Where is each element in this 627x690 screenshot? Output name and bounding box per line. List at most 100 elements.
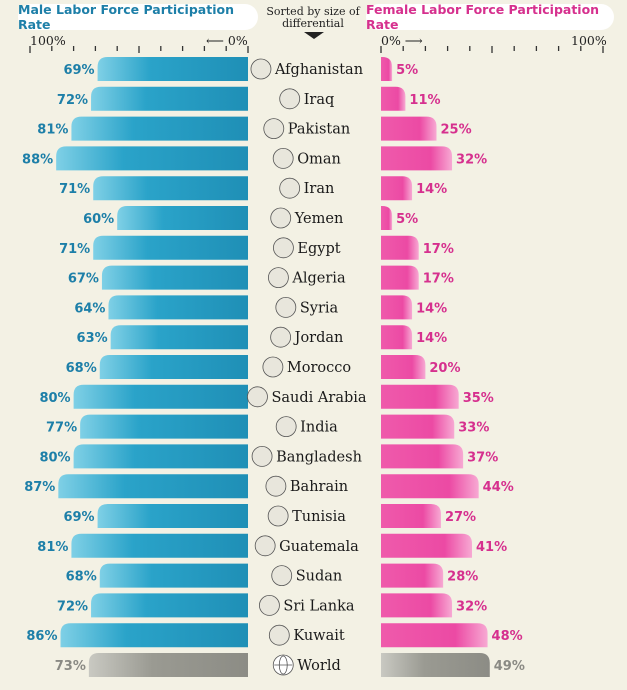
country-label-morocco: Morocco [287,360,351,376]
country-label-syria: Syria [300,300,339,316]
flag-icon-afghanistan [250,58,272,80]
flag-icon-saudi-arabia [247,386,268,408]
male-value-bangladesh: 80% [39,450,70,465]
male-bar-iraq [91,86,248,111]
flag-icon-oman [272,147,294,169]
female-bar-yemen [381,206,393,230]
country-label-bahrain: Bahrain [290,479,348,495]
female-bar-bahrain [381,474,479,499]
male-value-syria: 64% [74,301,105,316]
female-value-sudan: 28% [447,570,478,585]
male-bar-bangladesh [73,444,248,469]
female-value-pakistan: 25% [441,123,472,138]
flag-icon-pakistan [263,118,285,140]
female-bar-bangladesh [381,444,464,469]
female-bar-india [381,414,455,439]
country-label-world: World [297,658,341,674]
female-bar-egypt [381,235,419,260]
female-bar-sri-lanka [381,593,453,618]
flag-icon-bahrain [265,475,287,497]
male-bar-pakistan [71,116,248,141]
male-value-world: 73% [55,659,86,674]
male-bar-oman [56,146,248,171]
female-value-bangladesh: 37% [467,450,498,465]
labels-layer: 69% 5% Afghanistan 72% 11% Iraq 81% 25% Pakistan… [22,58,525,676]
female-bar-pakistan [381,116,437,141]
male-bar-sudan [99,563,248,588]
female-value-yemen: 5% [396,212,418,227]
female-value-egypt: 17% [423,242,454,257]
sort-note-line1: Sorted by size of [266,5,360,18]
male-value-india: 77% [46,421,77,436]
male-value-kuwait: 86% [26,629,57,644]
male-value-oman: 88% [22,152,53,167]
female-value-tunisia: 27% [445,510,476,525]
country-label-afghanistan: Afghanistan [274,62,363,78]
female-value-bahrain: 44% [483,480,514,495]
sort-note: Sorted by size of differential [258,6,368,30]
male-value-bahrain: 87% [24,480,55,495]
country-label-kuwait: Kuwait [293,628,345,644]
country-label-guatemala: Guatemala [279,539,359,555]
male-value-jordan: 63% [77,331,108,346]
female-bar-oman [381,146,453,171]
female-axis-zero-label: 0% ⟶ [381,33,423,48]
male-value-iraq: 72% [57,93,88,108]
country-label-algeria: Algeria [291,271,346,287]
flag-icon-kuwait [268,624,290,646]
male-value-sudan: 68% [66,570,97,585]
male-value-yemen: 60% [83,212,114,227]
female-value-jordan: 14% [416,331,447,346]
female-value-india: 33% [458,421,489,436]
female-value-syria: 14% [416,301,447,316]
male-bar-india [80,414,248,439]
male-bar-egypt [93,235,248,260]
male-value-iran: 71% [59,182,90,197]
country-label-bangladesh: Bangladesh [276,449,362,465]
female-bar-tunisia [381,504,441,528]
male-bar-world [88,653,248,677]
female-bar-kuwait [381,623,488,648]
male-bar-kuwait [60,623,248,648]
female-bar-afghanistan [381,57,393,81]
male-bar-iran [93,176,248,201]
male-value-morocco: 68% [66,361,97,376]
male-value-pakistan: 81% [37,123,68,138]
female-value-afghanistan: 5% [396,63,418,78]
female-bar-syria [381,295,413,320]
country-label-pakistan: Pakistan [288,122,350,138]
male-bar-algeria [101,265,248,290]
female-value-oman: 32% [456,152,487,167]
female-bar-iran [381,176,413,201]
flag-icon-india [275,416,297,438]
male-bar-yemen [117,206,248,230]
male-value-saudi-arabia: 80% [39,391,70,406]
female-bar-morocco [381,355,426,379]
country-label-egypt: Egypt [297,241,340,257]
male-bar-saudi-arabia [73,384,248,409]
female-series-title: Female Labor Force Participation Rate [366,2,614,32]
sort-note-line2: differential [282,17,344,30]
female-value-morocco: 20% [429,361,460,376]
female-bar-world [381,653,490,677]
flag-icon-sri-lanka [259,595,280,616]
country-label-iraq: Iraq [304,92,335,108]
flag-icon-guatemala [254,535,276,557]
male-value-egypt: 71% [59,242,90,257]
country-label-tunisia: Tunisia [292,509,346,525]
flag-icon-iran [279,177,301,199]
country-label-jordan: Jordan [293,330,344,346]
female-value-sri-lanka: 32% [456,599,487,614]
flag-icon-iraq [279,88,301,110]
female-value-iraq: 11% [409,93,440,108]
male-series-title: Male Labor Force Participation Rate [18,2,258,32]
flag-icon-tunisia [267,505,289,527]
male-value-tunisia: 69% [63,510,94,525]
male-value-guatemala: 81% [37,540,68,555]
flag-icon-yemen [270,207,292,229]
female-bar-jordan [381,325,413,350]
female-value-guatemala: 41% [476,540,507,555]
male-value-afghanistan: 69% [63,63,94,78]
female-bar-iraq [381,86,406,111]
